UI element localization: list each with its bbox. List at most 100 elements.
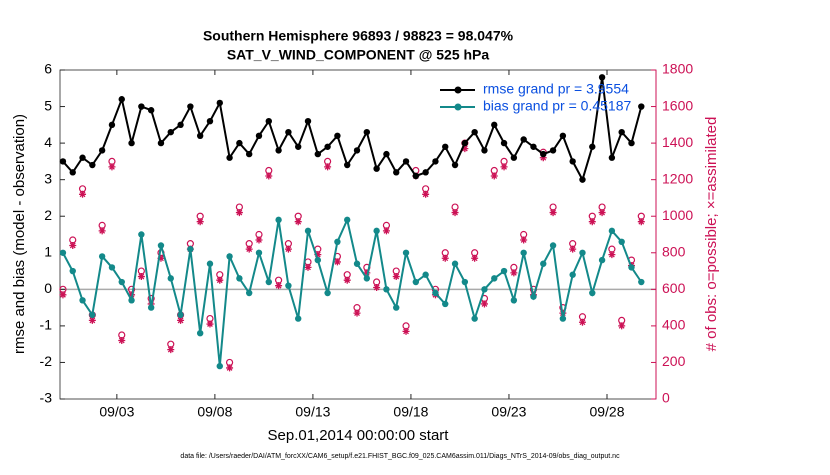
- series-marker: [157, 139, 165, 147]
- obs-assimilated-marker: [343, 276, 351, 284]
- y-tick-label: -2: [40, 353, 53, 369]
- obs-assimilated-marker: [275, 282, 283, 290]
- series-marker: [491, 121, 498, 129]
- legend-label: bias grand pr = 0.45187: [483, 98, 631, 114]
- series-marker: [255, 132, 263, 139]
- series-marker: [216, 362, 223, 370]
- series-marker: [118, 96, 125, 103]
- series-marker: [59, 249, 67, 256]
- series-marker: [608, 154, 616, 161]
- series-marker: [628, 264, 635, 271]
- series-marker: [206, 260, 214, 267]
- series-marker: [383, 286, 390, 293]
- y2-axis-label: # of obs: o=possible; ×=assimilated: [703, 117, 720, 352]
- obs-assimilated-marker: [304, 263, 312, 271]
- series-marker: [89, 311, 96, 319]
- obs-assimilated-marker: [118, 337, 126, 345]
- series-marker: [157, 242, 165, 249]
- obs-assimilated-marker: [294, 218, 302, 226]
- series-marker: [236, 139, 243, 147]
- series-marker: [530, 293, 537, 300]
- series-marker: [530, 143, 537, 150]
- series-marker: [59, 158, 67, 165]
- series-marker: [79, 154, 86, 161]
- y2-tick-label: 1600: [662, 97, 693, 113]
- series-marker: [275, 216, 282, 224]
- obs-assimilated-marker: [461, 145, 469, 153]
- series-marker: [108, 121, 116, 129]
- series-marker: [334, 132, 341, 139]
- obs-assimilated-marker: [480, 300, 488, 308]
- obs-assimilated-marker: [108, 163, 116, 171]
- series-marker: [147, 107, 155, 114]
- series-marker: [461, 139, 469, 147]
- x-tick-label: 09/03: [99, 404, 134, 420]
- series-marker: [638, 103, 645, 110]
- series-marker: [393, 169, 400, 176]
- series-marker: [451, 161, 459, 169]
- series-marker: [177, 121, 184, 129]
- series-marker: [128, 297, 135, 304]
- obs-assimilated-marker: [59, 291, 67, 299]
- obs-assimilated-marker: [69, 241, 77, 249]
- series-marker: [353, 260, 361, 267]
- obs-assimilated-marker: [382, 227, 390, 235]
- series-marker: [432, 158, 439, 165]
- series-marker: [285, 128, 292, 136]
- y-tick-label: 0: [44, 280, 52, 296]
- series-marker: [442, 300, 449, 308]
- obs-assimilated-marker: [255, 236, 263, 244]
- series-marker: [402, 249, 410, 256]
- series-marker: [216, 99, 223, 107]
- series-marker: [402, 158, 410, 165]
- x-tick-label: 09/28: [589, 404, 624, 420]
- series-marker: [275, 147, 282, 154]
- y2-tick-label: 1000: [662, 207, 693, 223]
- series-marker: [147, 304, 155, 311]
- legend-marker: [454, 86, 462, 94]
- obs-assimilated-marker: [157, 254, 165, 262]
- obs-assimilated-marker: [235, 209, 243, 217]
- series-marker: [520, 136, 527, 143]
- series-marker: [500, 139, 508, 147]
- y-tick-label: 1: [44, 243, 52, 259]
- series-marker: [432, 289, 439, 297]
- series-marker: [412, 172, 420, 180]
- obs-assimilated-marker: [490, 172, 498, 180]
- series-marker: [196, 132, 204, 139]
- series-marker: [559, 132, 567, 139]
- obs-assimilated-marker: [363, 269, 371, 277]
- series-marker: [471, 315, 478, 322]
- series-marker: [344, 216, 351, 224]
- series-marker: [245, 289, 253, 297]
- series-marker: [265, 117, 272, 125]
- obs-assimilated-marker: [324, 163, 332, 171]
- footnote: data file: /Users/raeder/DAI/ATM_forcXX/…: [180, 453, 620, 460]
- series-marker: [196, 330, 204, 337]
- series-marker: [618, 128, 625, 136]
- series-marker: [187, 103, 194, 110]
- series-marker: [295, 315, 302, 322]
- series-marker: [589, 143, 596, 150]
- series-marker: [79, 297, 86, 304]
- series-marker: [324, 143, 331, 150]
- chart-title: Southern Hemisphere 96893 / 98823 = 98.0…: [203, 28, 514, 44]
- x-tick-label: 09/13: [295, 404, 330, 420]
- series-marker: [373, 165, 380, 172]
- series-marker: [481, 286, 488, 293]
- series-marker: [569, 158, 576, 165]
- series-marker: [510, 297, 518, 304]
- series-marker: [304, 227, 312, 235]
- y2-tick-label: 1400: [662, 134, 693, 150]
- series-marker: [69, 267, 76, 275]
- series-marker: [363, 275, 371, 282]
- series-marker: [549, 147, 557, 154]
- series-marker: [187, 245, 194, 253]
- series-marker: [108, 264, 116, 271]
- y2-tick-label: 400: [662, 317, 686, 333]
- series-marker: [549, 242, 557, 249]
- y-axis-label: rmse and bias (model - observation): [11, 114, 28, 354]
- obs-assimilated-marker: [98, 227, 106, 235]
